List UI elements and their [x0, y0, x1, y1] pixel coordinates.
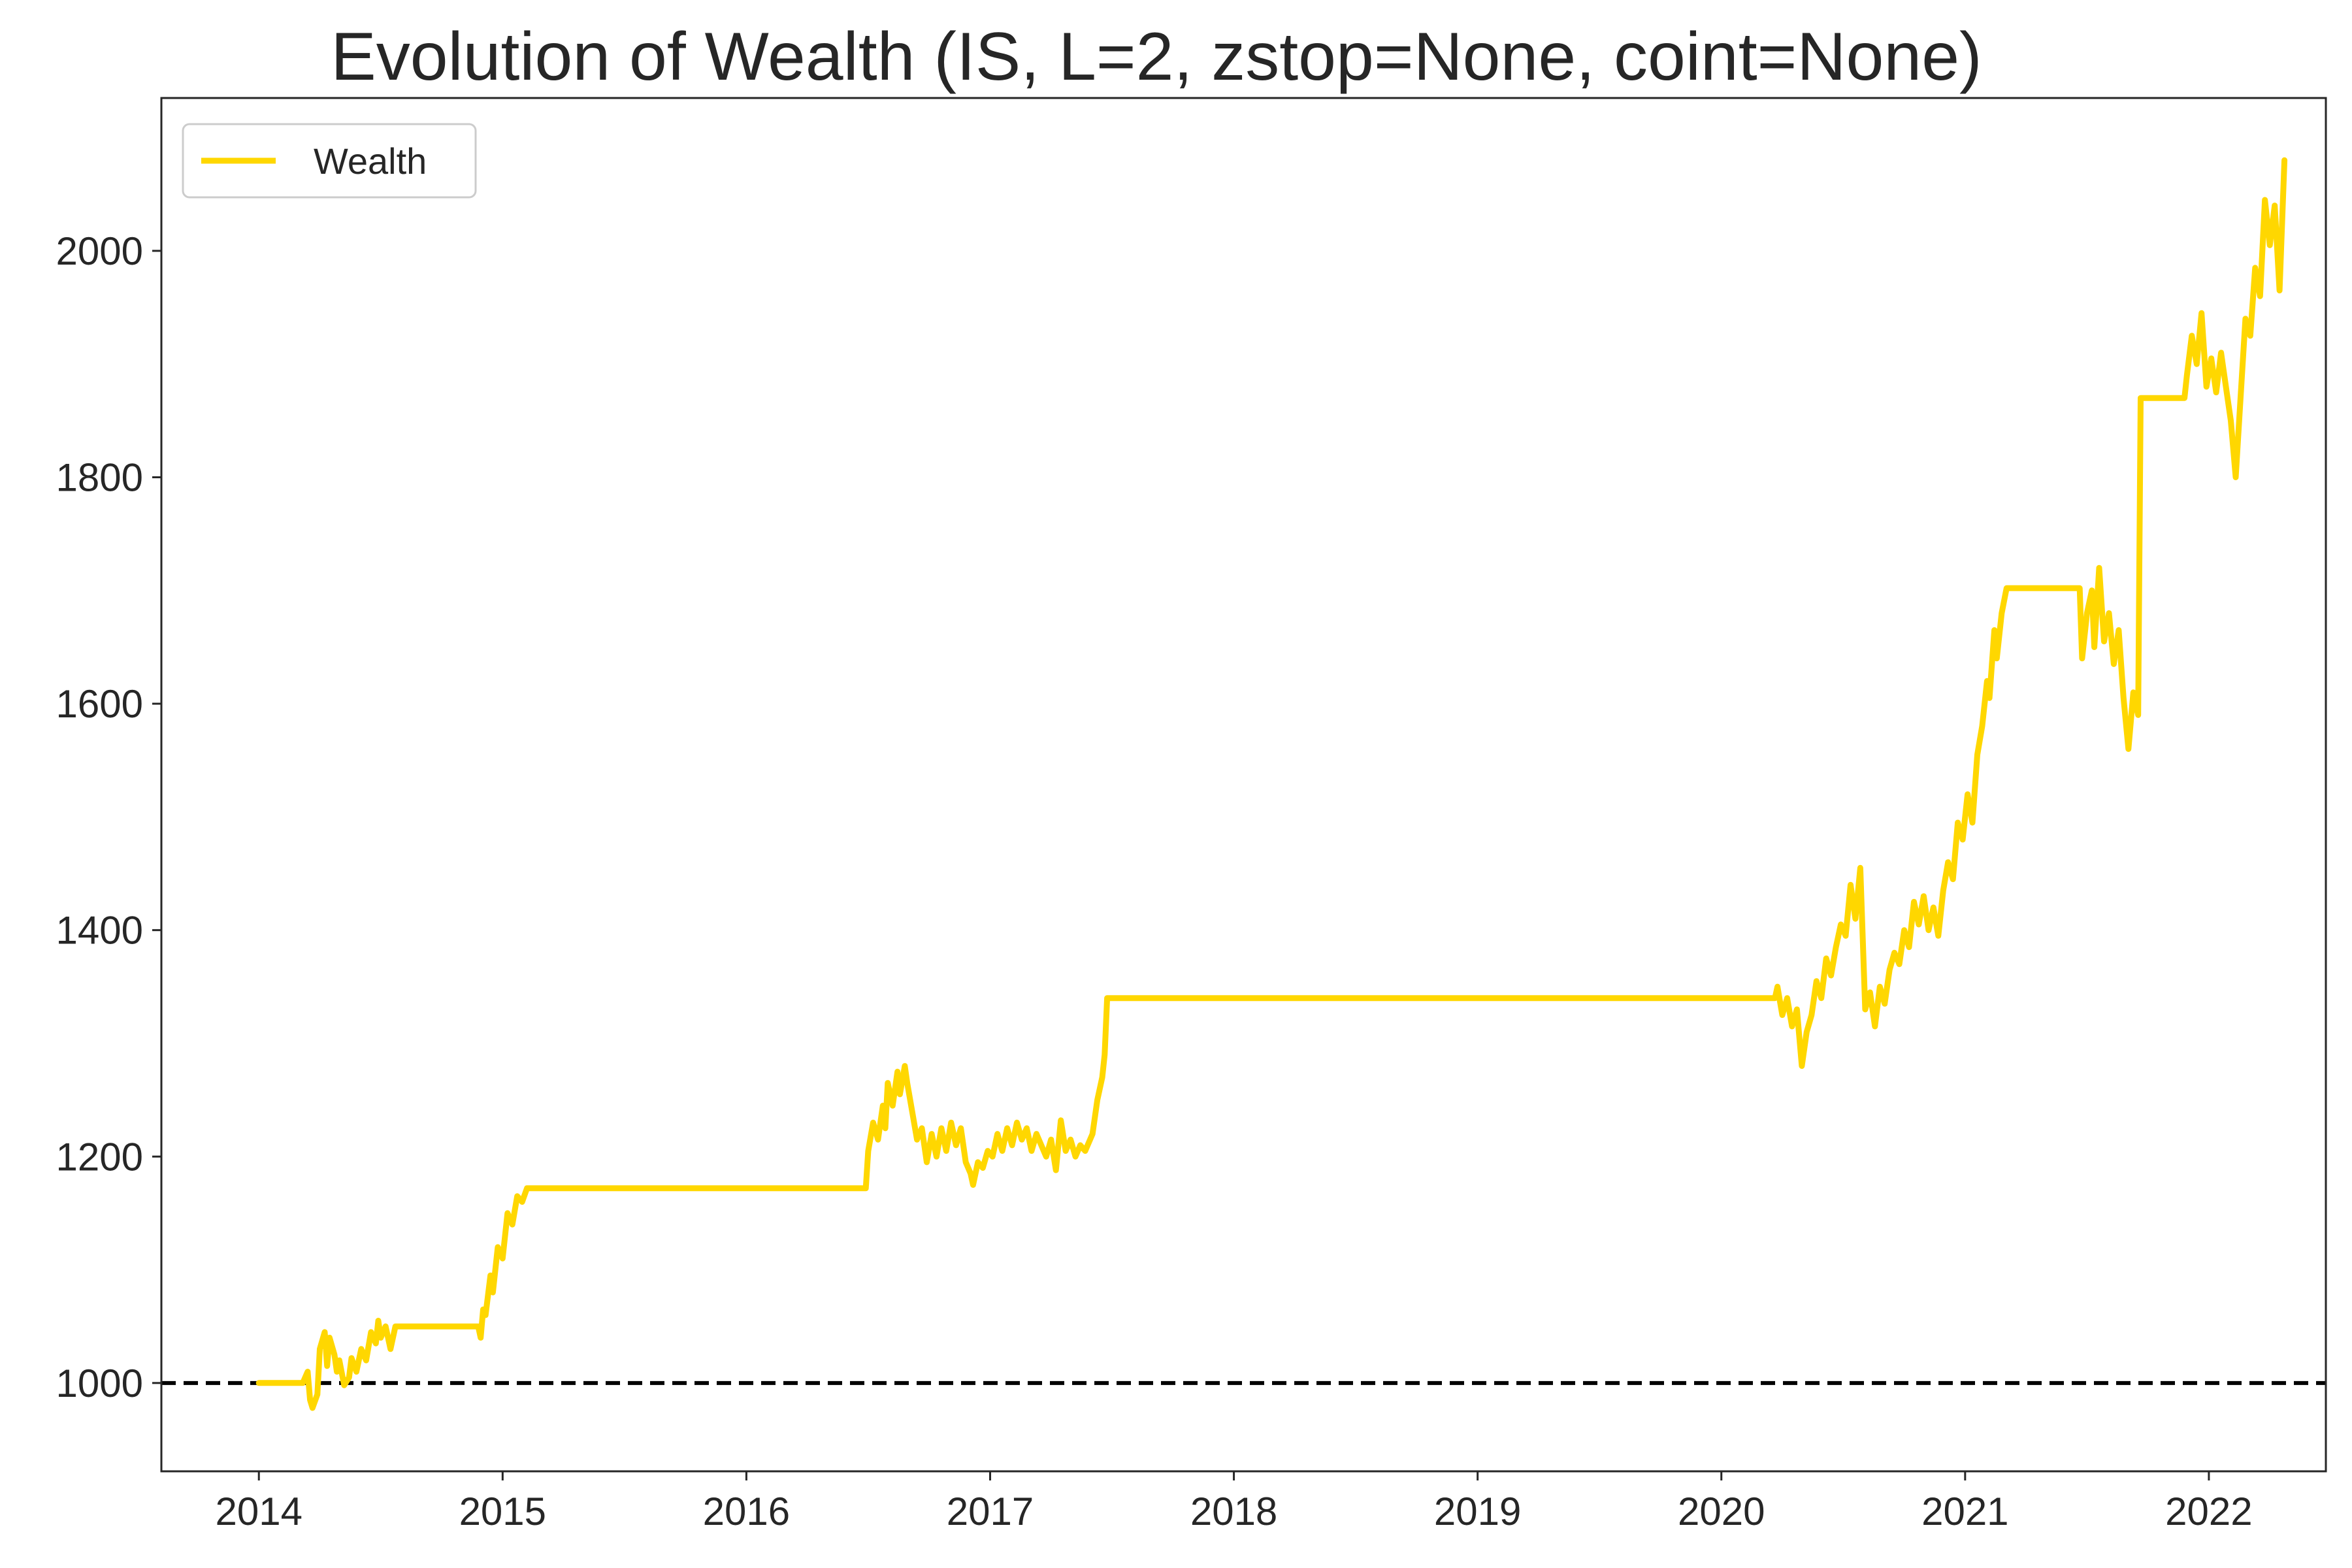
chart-title: Evolution of Wealth (IS, L=2, zstop=None… — [331, 19, 1982, 95]
y-tick-label: 2000 — [56, 229, 143, 273]
x-tick-label: 2014 — [215, 1490, 302, 1533]
x-tick-label: 2018 — [1190, 1490, 1277, 1533]
y-tick-label: 1200 — [56, 1135, 143, 1179]
x-tick-label: 2016 — [703, 1490, 790, 1533]
x-tick-label: 2021 — [1921, 1490, 2008, 1533]
series-line-wealth — [255, 157, 2288, 1411]
x-tick-label: 2020 — [1678, 1490, 1765, 1533]
x-tick-label: 2019 — [1434, 1490, 1521, 1533]
y-tick-label: 1800 — [56, 456, 143, 500]
y-tick-label: 1600 — [56, 682, 143, 726]
x-tick-label: 2015 — [459, 1490, 546, 1533]
legend: Wealth — [182, 123, 477, 199]
axes: 2014 2015 2016 2017 2018 2019 2020 2021 2022 1000… — [56, 97, 2327, 1533]
y-tick-label: 1400 — [56, 909, 143, 953]
x-tick-label: 2017 — [947, 1490, 1034, 1533]
plot-frame — [160, 97, 2327, 1473]
plot-area — [161, 157, 2326, 1411]
x-tick-label: 2022 — [2165, 1490, 2252, 1533]
y-tick-label: 1000 — [56, 1362, 143, 1405]
legend-label: Wealth — [314, 140, 427, 182]
legend-box — [182, 123, 477, 199]
